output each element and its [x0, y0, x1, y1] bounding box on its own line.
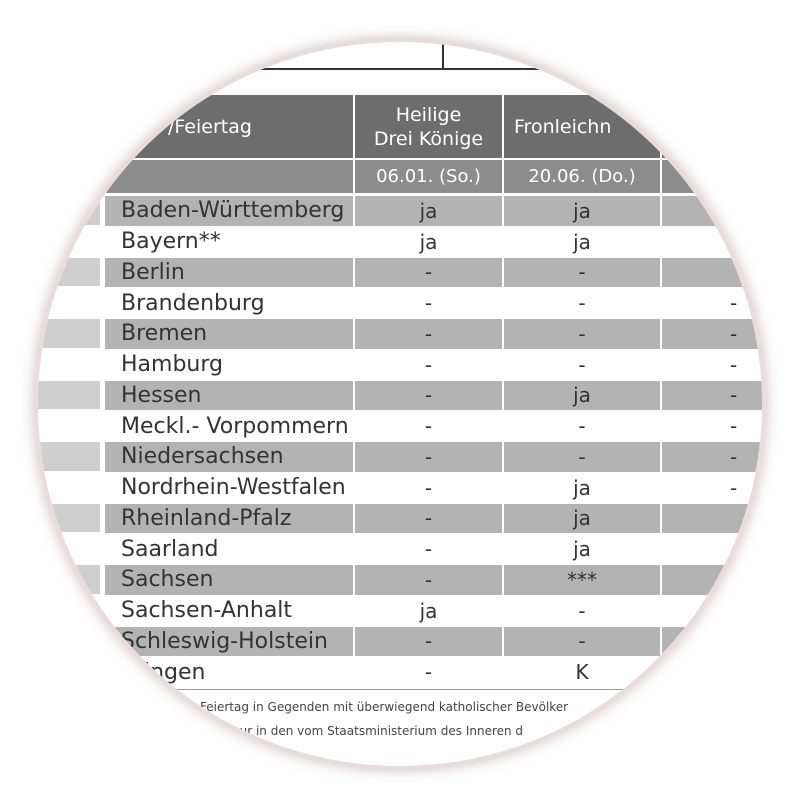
subheader-cell [38, 160, 353, 193]
table-cell: ja [355, 226, 502, 257]
table-cell: - [355, 380, 502, 411]
table-cell: ja [504, 380, 660, 411]
table-cell: ja [355, 595, 502, 626]
table-cell: ja [504, 534, 660, 564]
table-cell [662, 226, 762, 257]
row-stripe [38, 595, 100, 625]
row-stripe [38, 319, 100, 348]
table-cell [662, 257, 762, 288]
table-cell: - [504, 442, 660, 472]
header-text: Heilige [395, 103, 462, 126]
table-cell: - [355, 442, 502, 472]
table-cell: - [662, 472, 762, 503]
table-cell: ja [355, 196, 502, 226]
table-cell: - [504, 319, 660, 349]
row-label: Sachsen-Anhalt [105, 595, 353, 626]
header-text: Fronleichn [514, 115, 612, 138]
row-stripe [38, 257, 100, 287]
row-stripe [38, 657, 100, 686]
border-line [442, 42, 444, 70]
table-cell: - [355, 472, 502, 503]
table-cell: - [662, 411, 762, 441]
table-cell: - [504, 257, 660, 288]
row-label: Saarland [105, 534, 353, 564]
table-bottom [38, 689, 762, 690]
row-label: Meckl.- Vorpommern [105, 411, 353, 441]
table-cell: - [662, 380, 762, 411]
table-cell [662, 626, 762, 657]
table-cell [662, 196, 762, 226]
row-stripe [38, 380, 100, 410]
table-cell: - [504, 626, 660, 657]
row-label: Hessen [105, 380, 353, 411]
table-cell: - [662, 349, 762, 380]
table-cell: ja [504, 226, 660, 257]
header-cell: Fronleichn [504, 95, 660, 158]
header-text: Drei Könige [373, 127, 484, 150]
table-cell [662, 503, 762, 534]
row-label: Brandenburg [105, 288, 353, 318]
table-cell: - [662, 319, 762, 349]
table-cell: - [355, 257, 502, 288]
row-stripe [38, 503, 100, 533]
table-cell [662, 595, 762, 626]
row-label: Bayern** [105, 226, 353, 257]
table-cell: - [504, 411, 660, 441]
table-cell: *** [504, 565, 660, 595]
table-cell: ja [504, 196, 660, 226]
row-stripe [38, 442, 100, 471]
row-stripe [38, 196, 100, 225]
row-label: üringen [105, 657, 353, 687]
row-stripe [38, 411, 100, 440]
table-cell: ja [504, 472, 660, 503]
table-cell: - [355, 411, 502, 441]
header-cell: /Feiertag [38, 95, 353, 158]
table-cell: - [355, 626, 502, 657]
date-cell: 20.06. (Do.) [504, 160, 660, 193]
table-cell [662, 534, 762, 564]
row-label: Berlin [105, 257, 353, 288]
footnote: Feiertag in Gegenden mit überwiegend kat… [200, 700, 569, 714]
row-stripe [38, 226, 100, 256]
row-stripe [38, 565, 100, 594]
table-cell: - [504, 349, 660, 380]
table-cell: - [355, 319, 502, 349]
row-stripe [38, 349, 100, 379]
table-cell: - [355, 565, 502, 595]
row-label: Schleswig-Holstein [105, 626, 353, 657]
header-cell: Heilige Drei Könige [355, 95, 502, 158]
magnifier: /Feiertag Heilige Drei Könige 06.01. (So.) F… [38, 42, 762, 766]
row-stripe [38, 472, 100, 502]
footnote: nur in den vom Staatsministerium des Inn… [232, 724, 524, 738]
table-cell: - [355, 349, 502, 380]
table-cell: - [355, 288, 502, 318]
table-cell: - [504, 595, 660, 626]
table-cell: - [355, 534, 502, 564]
row-stripe [38, 626, 100, 656]
header-cell [662, 95, 762, 158]
row-label: Niedersachsen [105, 442, 353, 472]
row-label: Rheinland-Pfalz [105, 503, 353, 534]
table-cell: - [355, 503, 502, 534]
date-cell [662, 160, 762, 193]
table-cell: - [504, 288, 660, 318]
table-cell [662, 657, 762, 687]
table-view: /Feiertag Heilige Drei Könige 06.01. (So.) F… [38, 42, 762, 766]
row-label: Bremen [105, 319, 353, 349]
row-label: Nordrhein-Westfalen [105, 472, 353, 503]
table-cell: - [662, 288, 762, 318]
border-line [38, 68, 762, 70]
table-cell: K [504, 657, 660, 687]
row-label: Hamburg [105, 349, 353, 380]
row-stripe [38, 288, 100, 317]
row-stripe [38, 534, 100, 563]
date-cell: 06.01. (So.) [355, 160, 502, 193]
table-cell: - [662, 442, 762, 472]
table-cell [662, 565, 762, 595]
row-label: Baden-Württemberg [105, 196, 353, 226]
table-cell: ja [504, 503, 660, 534]
row-label: Sachsen [105, 565, 353, 595]
table-cell: - [355, 657, 502, 687]
